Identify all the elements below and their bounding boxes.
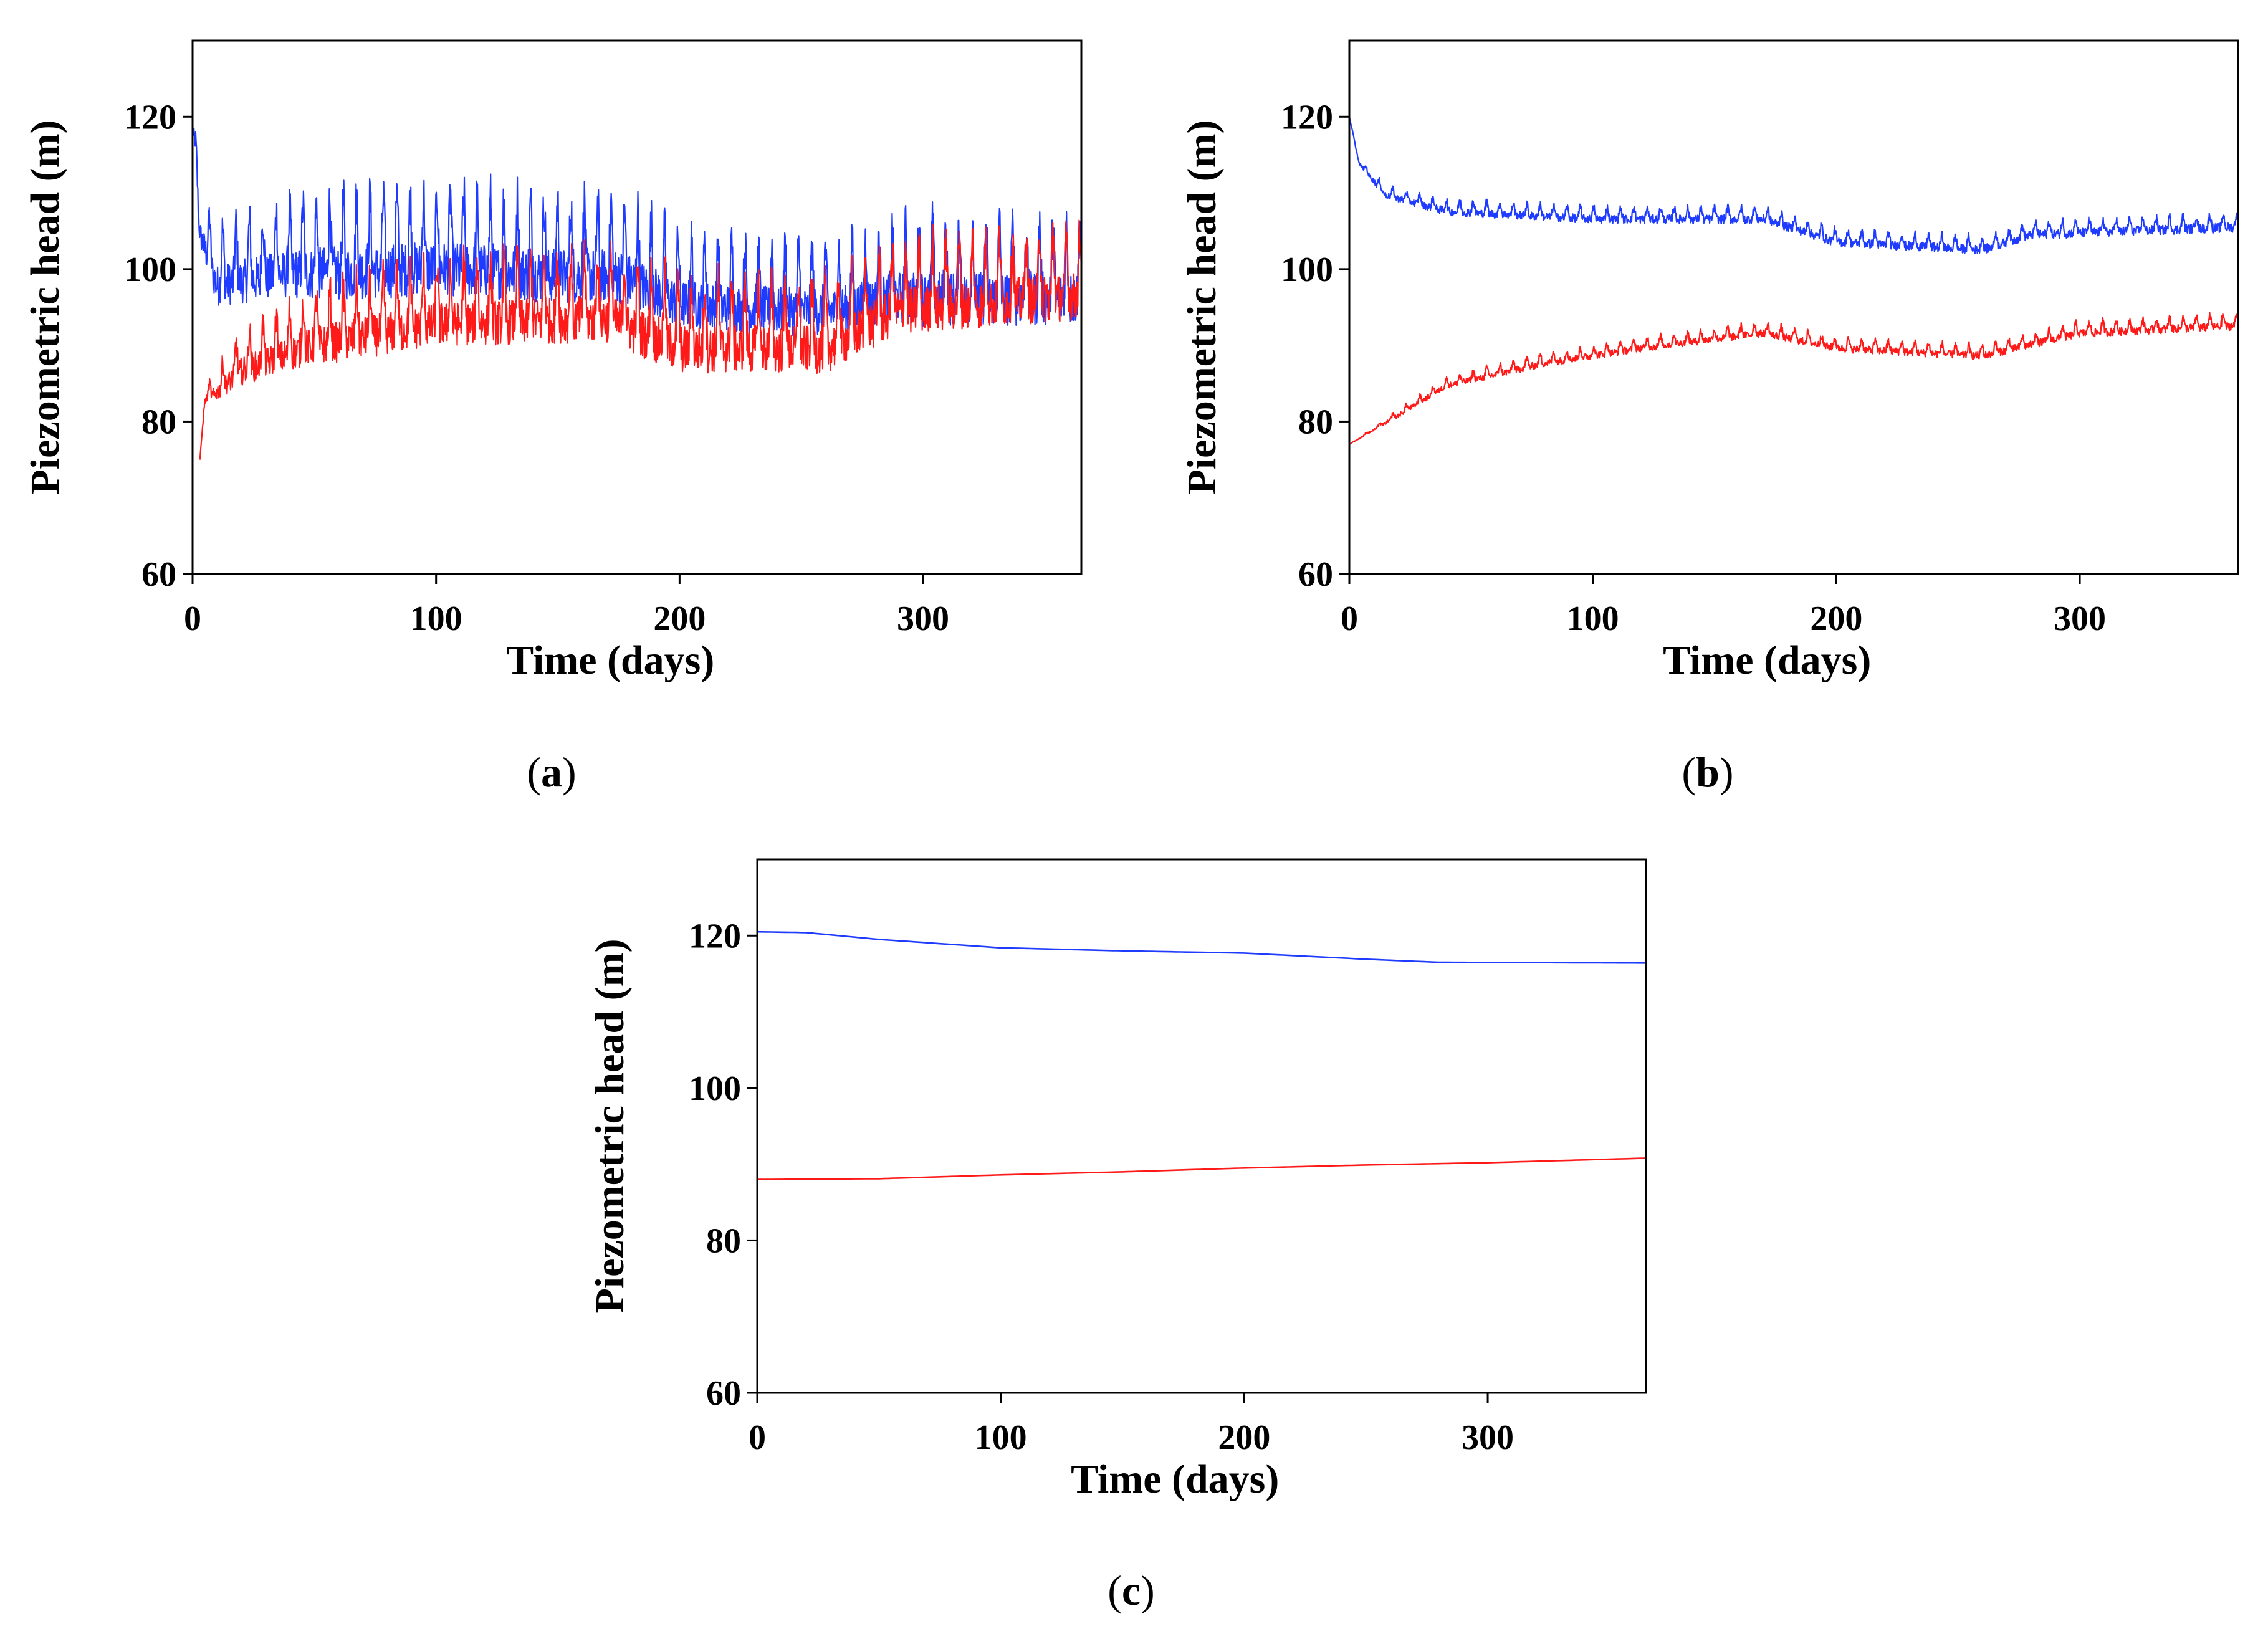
x-tick-label: 200 (1218, 1418, 1270, 1457)
x-tick-label: 0 (184, 600, 201, 638)
series-line-red (1349, 312, 2238, 446)
x-tick-label: 200 (1810, 600, 1862, 638)
y-tick-label: 120 (1281, 98, 1333, 136)
x-axis-title: Time (days) (1663, 638, 1871, 683)
x-tick-label: 100 (975, 1418, 1027, 1457)
y-tick-label: 100 (689, 1069, 741, 1108)
x-tick-label: 300 (1462, 1418, 1514, 1457)
series-line-blue (1349, 117, 2238, 255)
y-tick-label: 80 (1298, 403, 1333, 441)
x-tick-label: 100 (1567, 600, 1619, 638)
x-axis-title: Time (days) (1071, 1456, 1279, 1502)
y-tick-label: 60 (141, 555, 176, 594)
y-tick-label: 120 (124, 98, 176, 136)
x-tick-label: 0 (1341, 600, 1358, 638)
y-axis-title: Piezometric head (m) (22, 120, 68, 494)
chart-panel-c: 60 80 100 120 0 100 200 300 Time (days) Piezometr… (587, 858, 1647, 1614)
x-tick-label: 0 (749, 1418, 766, 1457)
y-tick-label: 60 (706, 1374, 741, 1413)
series-line-red (199, 219, 1081, 460)
x-tick-label: 300 (897, 600, 949, 638)
series-line-blue (757, 930, 1646, 964)
y-tick-label: 80 (706, 1221, 741, 1260)
panel-label: (b) (1682, 748, 1733, 796)
plot-frame (1348, 39, 2239, 575)
y-tick-label: 80 (141, 403, 176, 441)
y-tick-label: 120 (689, 917, 741, 955)
plot-frame (191, 39, 1083, 575)
y-tick-label: 100 (124, 251, 176, 289)
x-axis-title: Time (days) (506, 638, 714, 683)
y-tick-label: 60 (1298, 555, 1333, 594)
x-tick-label: 300 (2054, 600, 2106, 638)
x-tick-label: 200 (653, 600, 706, 638)
x-tick-label: 100 (410, 600, 462, 638)
y-axis-title: Piezometric head (m) (587, 939, 633, 1313)
panel-label: (a) (527, 748, 576, 796)
series-line-red (757, 1157, 1646, 1180)
panel-label: (c) (1108, 1567, 1155, 1614)
chart-panel-a: 60 80 100 120 0 100 200 300 Time (days) Piezometr… (22, 39, 1083, 796)
chart-panel-b: 60 80 100 120 0 100 200 300 Time (days) Piezometr… (1179, 39, 2239, 796)
y-axis-title: Piezometric head (m) (1179, 120, 1225, 494)
y-tick-label: 100 (1281, 251, 1333, 289)
plot-frame (756, 858, 1647, 1394)
